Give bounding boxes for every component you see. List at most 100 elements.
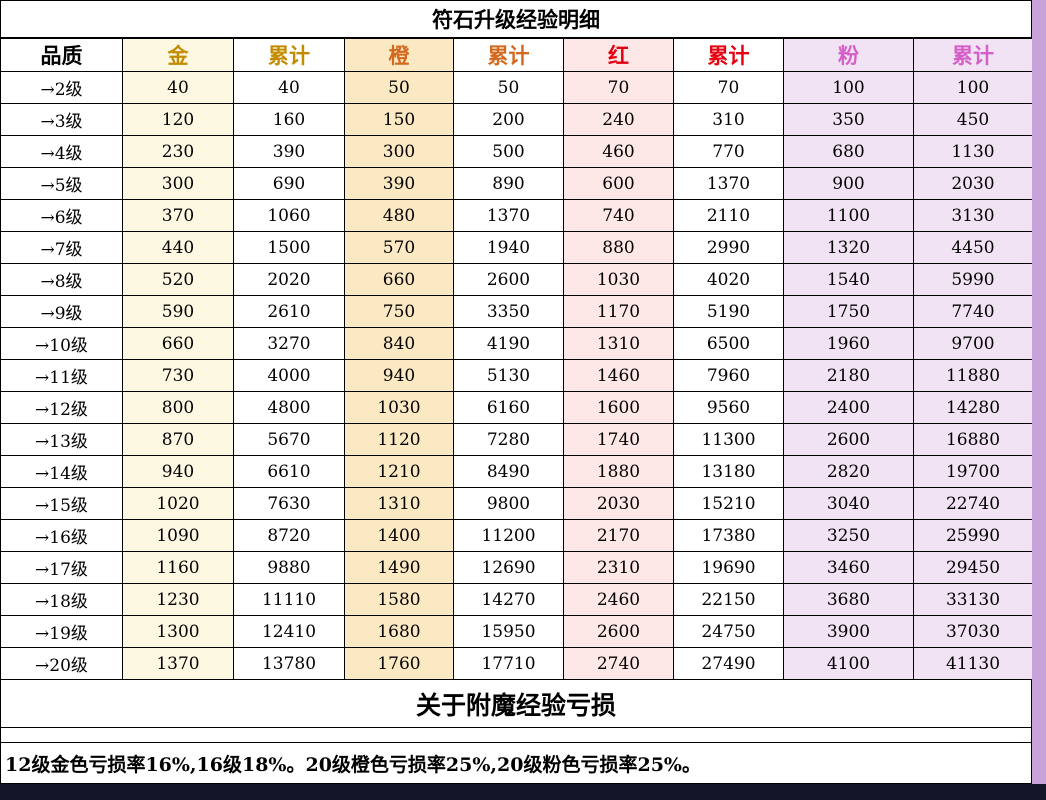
value-cell: 1460 bbox=[563, 359, 674, 392]
value-cell: 520 bbox=[122, 263, 234, 296]
level-cell: →14级 bbox=[0, 455, 123, 488]
value-cell: 9560 bbox=[673, 391, 784, 424]
value-cell: 870 bbox=[122, 423, 234, 456]
value-cell: 1100 bbox=[783, 199, 914, 232]
value-cell: 240 bbox=[563, 103, 674, 136]
table-row: →19级 1300 12410 1680 15950 2600 24750 3900 37030 bbox=[0, 615, 1033, 648]
value-cell: 300 bbox=[122, 167, 234, 200]
value-cell: 3900 bbox=[783, 615, 914, 648]
value-cell: 590 bbox=[122, 295, 234, 328]
value-cell: 22740 bbox=[913, 487, 1033, 520]
level-cell: →17级 bbox=[0, 551, 123, 584]
value-cell: 9800 bbox=[453, 487, 564, 520]
value-cell: 12410 bbox=[233, 615, 345, 648]
value-cell: 800 bbox=[122, 391, 234, 424]
value-cell: 40 bbox=[122, 71, 234, 104]
value-cell: 19700 bbox=[913, 455, 1033, 488]
table-row: →9级 590 2610 750 3350 1170 5190 1750 7740 bbox=[0, 295, 1033, 328]
value-cell: 1680 bbox=[344, 615, 454, 648]
col-header-red-total: 累计 bbox=[673, 38, 784, 72]
value-cell: 1090 bbox=[122, 519, 234, 552]
value-cell: 2310 bbox=[563, 551, 674, 584]
table-area: 符石升级经验明细 品质金累计橙累计红累计粉累计 →2级 40 40 50 50 70 70 1… bbox=[0, 0, 1033, 784]
value-cell: 15210 bbox=[673, 487, 784, 520]
level-cell: →8级 bbox=[0, 263, 123, 296]
value-cell: 1760 bbox=[344, 647, 454, 680]
value-cell: 19690 bbox=[673, 551, 784, 584]
value-cell: 2180 bbox=[783, 359, 914, 392]
col-header-gold: 金 bbox=[122, 38, 234, 72]
value-cell: 5990 bbox=[913, 263, 1033, 296]
col-header-red: 红 bbox=[563, 38, 674, 72]
value-cell: 880 bbox=[563, 231, 674, 264]
value-cell: 300 bbox=[344, 135, 454, 168]
level-cell: →13级 bbox=[0, 423, 123, 456]
value-cell: 570 bbox=[344, 231, 454, 264]
value-cell: 70 bbox=[563, 71, 674, 104]
table-row: →6级 370 1060 480 1370 740 2110 1100 3130 bbox=[0, 199, 1033, 232]
level-cell: →3级 bbox=[0, 103, 123, 136]
value-cell: 1230 bbox=[122, 583, 234, 616]
value-cell: 4190 bbox=[453, 327, 564, 360]
value-cell: 22150 bbox=[673, 583, 784, 616]
value-cell: 3040 bbox=[783, 487, 914, 520]
value-cell: 5130 bbox=[453, 359, 564, 392]
value-cell: 13180 bbox=[673, 455, 784, 488]
value-cell: 1370 bbox=[453, 199, 564, 232]
value-cell: 14270 bbox=[453, 583, 564, 616]
value-cell: 7740 bbox=[913, 295, 1033, 328]
value-cell: 7960 bbox=[673, 359, 784, 392]
value-cell: 500 bbox=[453, 135, 564, 168]
value-cell: 3130 bbox=[913, 199, 1033, 232]
value-cell: 2400 bbox=[783, 391, 914, 424]
value-cell: 12690 bbox=[453, 551, 564, 584]
value-cell: 310 bbox=[673, 103, 784, 136]
value-cell: 4100 bbox=[783, 647, 914, 680]
value-cell: 7630 bbox=[233, 487, 345, 520]
value-cell: 9880 bbox=[233, 551, 345, 584]
level-cell: →9级 bbox=[0, 295, 123, 328]
value-cell: 15950 bbox=[453, 615, 564, 648]
value-cell: 1580 bbox=[344, 583, 454, 616]
value-cell: 1170 bbox=[563, 295, 674, 328]
value-cell: 120 bbox=[122, 103, 234, 136]
value-cell: 8490 bbox=[453, 455, 564, 488]
value-cell: 160 bbox=[233, 103, 345, 136]
value-cell: 2990 bbox=[673, 231, 784, 264]
page-title: 符石升级经验明细 bbox=[0, 0, 1032, 38]
value-cell: 1740 bbox=[563, 423, 674, 456]
col-header-orange-total: 累计 bbox=[453, 38, 564, 72]
value-cell: 13780 bbox=[233, 647, 345, 680]
value-cell: 2110 bbox=[673, 199, 784, 232]
footer-title: 关于附魔经验亏损 bbox=[0, 680, 1032, 728]
value-cell: 1540 bbox=[783, 263, 914, 296]
side-strip bbox=[1032, 0, 1046, 784]
table-row: →12级 800 4800 1030 6160 1600 9560 2400 14280 bbox=[0, 391, 1033, 424]
level-cell: →10级 bbox=[0, 327, 123, 360]
value-cell: 33130 bbox=[913, 583, 1033, 616]
value-cell: 25990 bbox=[913, 519, 1033, 552]
value-cell: 4450 bbox=[913, 231, 1033, 264]
level-cell: →12级 bbox=[0, 391, 123, 424]
value-cell: 6160 bbox=[453, 391, 564, 424]
value-cell: 1310 bbox=[563, 327, 674, 360]
value-cell: 3270 bbox=[233, 327, 345, 360]
header-row: 品质金累计橙累计红累计粉累计 bbox=[0, 38, 1033, 72]
value-cell: 770 bbox=[673, 135, 784, 168]
table-row: →13级 870 5670 1120 7280 1740 11300 2600 16880 bbox=[0, 423, 1033, 456]
table-row: →11级 730 4000 940 5130 1460 7960 2180 11880 bbox=[0, 359, 1033, 392]
value-cell: 1400 bbox=[344, 519, 454, 552]
value-cell: 6610 bbox=[233, 455, 345, 488]
value-cell: 1030 bbox=[344, 391, 454, 424]
value-cell: 440 bbox=[122, 231, 234, 264]
value-cell: 3680 bbox=[783, 583, 914, 616]
value-cell: 2030 bbox=[563, 487, 674, 520]
table-row: →2级 40 40 50 50 70 70 100 100 bbox=[0, 71, 1033, 104]
value-cell: 41130 bbox=[913, 647, 1033, 680]
value-cell: 1020 bbox=[122, 487, 234, 520]
value-cell: 1130 bbox=[913, 135, 1033, 168]
bottom-bar bbox=[0, 784, 1046, 800]
value-cell: 3460 bbox=[783, 551, 914, 584]
value-cell: 11200 bbox=[453, 519, 564, 552]
value-cell: 750 bbox=[344, 295, 454, 328]
